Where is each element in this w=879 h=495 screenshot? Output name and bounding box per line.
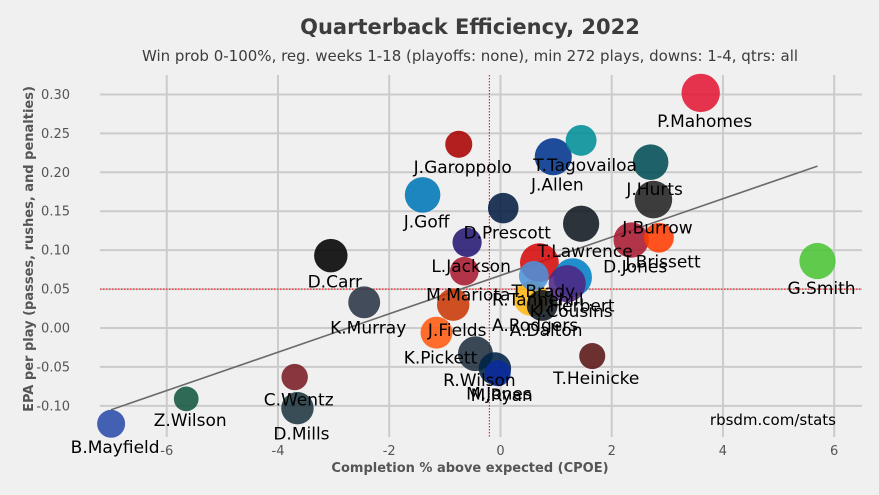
qb-label: J.Goff <box>403 213 451 233</box>
chart-title: Quarterback Efficiency, 2022 <box>300 15 640 39</box>
qb-label: Z.Wilson <box>154 411 227 431</box>
qb-point <box>613 222 649 258</box>
trendline <box>110 165 818 411</box>
y-tick-label: 0.20 <box>41 166 70 181</box>
qb-label: K.Cousins <box>530 302 613 322</box>
x-tick-label: 0 <box>496 444 504 459</box>
qb-label: J.Fields <box>427 321 487 341</box>
qb-label: R.Tannehill <box>492 291 584 311</box>
qb-point <box>518 260 549 291</box>
qb-point <box>579 342 606 370</box>
trendline-group <box>110 165 818 411</box>
qb-point <box>348 286 381 319</box>
qb-label: D.Jones <box>603 258 667 278</box>
qb-label: C.Wentz <box>264 390 334 410</box>
qb-label: J.Brissett <box>624 253 701 273</box>
qb-label: D.Carr <box>308 272 362 292</box>
y-tick-label: -0.05 <box>36 360 70 375</box>
qb-point <box>526 289 558 321</box>
qb-label: M.Jones <box>466 385 532 405</box>
y-tick-label: 0.00 <box>41 322 70 337</box>
qb-point <box>281 363 308 391</box>
qb-point <box>632 144 669 180</box>
x-tick-label: -4 <box>272 444 285 459</box>
qb-label: K.Pickett <box>404 349 478 369</box>
qb-point <box>436 288 470 321</box>
qb-label: J.Hurts <box>625 180 683 200</box>
y-tick-label: 0.10 <box>41 244 70 259</box>
y-tick-label: 0.15 <box>41 205 70 220</box>
qb-label: T.Brady <box>511 282 576 302</box>
qb-point <box>487 192 519 224</box>
qb-label: M.Mariota <box>426 285 510 305</box>
y-tick-label: 0.30 <box>41 88 70 103</box>
qb-point <box>681 73 720 113</box>
qb-label: K.Murray <box>330 318 406 338</box>
qb-label: J.Herbert <box>538 297 615 317</box>
chart-subtitle: Win prob 0-100%, reg. weeks 1-18 (playof… <box>142 47 798 65</box>
x-axis-ticks: -6 -4 -2 0 2 4 6 <box>160 444 838 459</box>
qb-label: B.Mayfield <box>71 438 160 458</box>
x-tick-label: 2 <box>608 444 616 459</box>
x-tick-label: 4 <box>719 444 727 459</box>
qb-label: A.Dalton <box>510 321 583 341</box>
y-tick-label: -0.10 <box>36 399 70 414</box>
qb-point <box>484 360 511 387</box>
qb-point <box>173 386 199 412</box>
qb-point <box>404 177 441 213</box>
qb-label: A.Rodgers <box>492 316 578 336</box>
y-tick-label: 0.05 <box>41 283 70 298</box>
x-tick-label: -2 <box>383 444 396 459</box>
qb-point <box>450 256 479 286</box>
qb-label: T.Heinicke <box>552 369 639 389</box>
qb-label: P.Mahomes <box>657 112 752 132</box>
qb-point <box>644 222 674 253</box>
x-tick-label: 6 <box>830 444 838 459</box>
qb-label: T.Lawrence <box>537 242 633 262</box>
qb-label: D.Mills <box>273 424 329 444</box>
qb-label: D.Prescott <box>464 223 552 243</box>
qb-label: J.Allen <box>530 175 584 195</box>
x-tick-label: -6 <box>160 444 173 459</box>
qb-point <box>97 409 126 438</box>
qb-point <box>534 138 572 176</box>
qb-point <box>314 238 348 273</box>
y-axis-ticks: -0.10 -0.05 0.00 0.05 0.10 0.15 0.20 0.25 0.30 <box>36 88 70 414</box>
point-labels: P.Mahomes T.Tagovailoa J.Garoppolo J.Allen J… <box>71 112 856 458</box>
x-axis-label: Completion % above expected (CPOE) <box>331 461 608 476</box>
qb-point <box>565 124 597 156</box>
qb-label: J.Burrow <box>621 218 693 238</box>
qb-point <box>799 242 836 280</box>
qb-point <box>420 316 453 349</box>
qb-label: L.Jackson <box>431 257 511 277</box>
data-points <box>97 73 836 438</box>
reference-lines <box>100 75 862 437</box>
qb-point <box>445 130 473 158</box>
chart-caption: rbsdm.com/stats <box>710 411 836 429</box>
y-tick-label: 0.25 <box>41 127 70 142</box>
qb-point <box>634 180 673 219</box>
qb-point <box>452 227 482 257</box>
qb-point <box>281 391 314 425</box>
qb-label: R.Wilson <box>443 371 516 391</box>
qb-point <box>548 265 586 303</box>
qb-label: T.Tagovailoa <box>532 156 637 176</box>
qb-label: M.Ryan <box>471 386 533 406</box>
y-axis-label: EPA per play (passes, rushes, and penalt… <box>22 86 37 412</box>
qb-label: G.Smith <box>787 279 855 299</box>
qb-label: J.Garoppolo <box>413 158 512 178</box>
qb-point <box>562 205 600 242</box>
